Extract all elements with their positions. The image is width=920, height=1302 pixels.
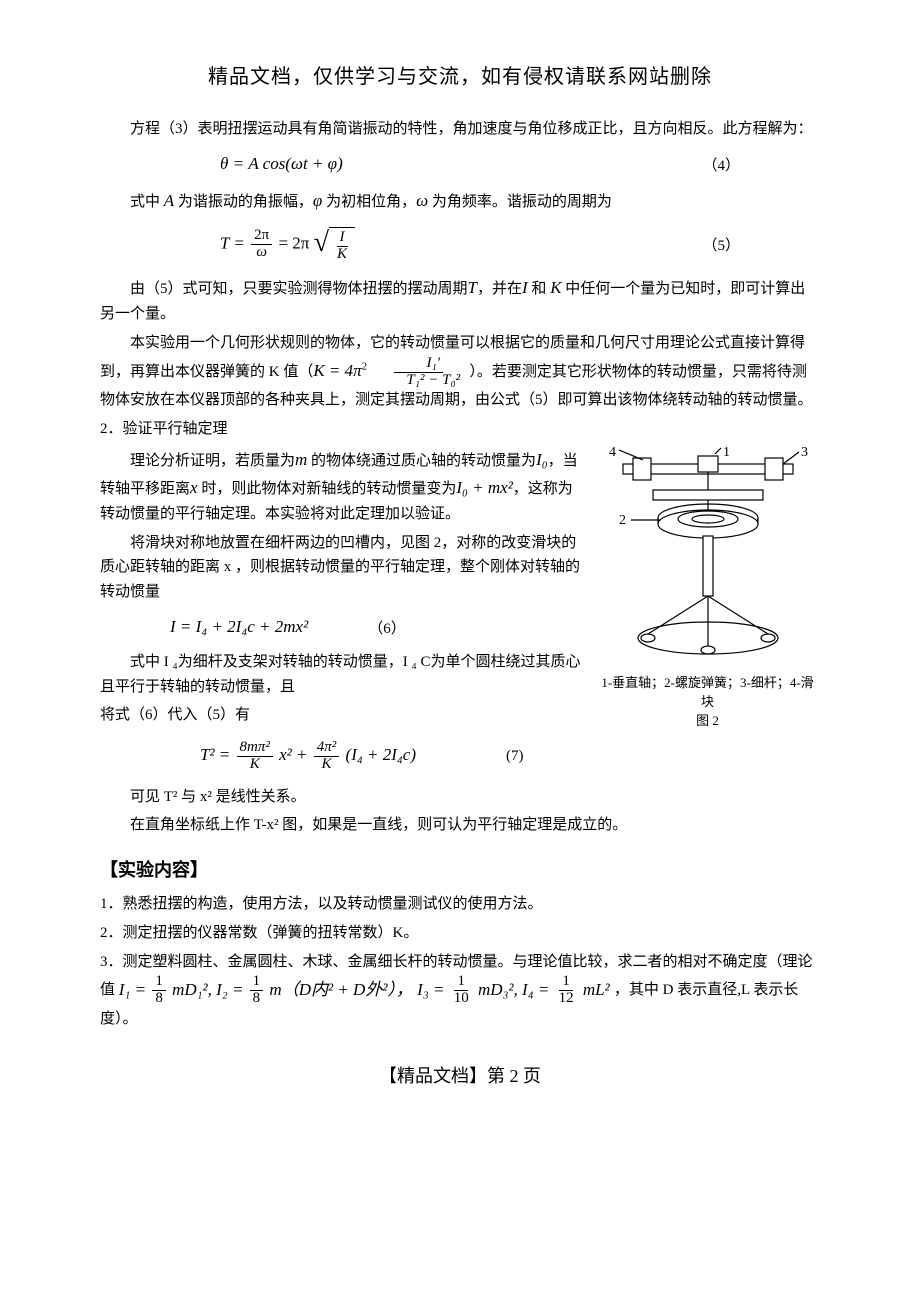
formula-I1: I₁ = 18 mD₁², (119, 980, 216, 999)
i4-den: 12 (556, 991, 577, 1007)
eq7-f2-den: K (319, 757, 335, 773)
symbol-K: K (550, 278, 561, 297)
eqK-den: T₁² − T₀² (373, 373, 463, 389)
paragraph-3: 由（5）式可知，只要实验测得物体扭摆的摆动周期T，并在I 和 K 中任何一个量为… (100, 274, 820, 327)
eq5-number: （5） (702, 234, 740, 255)
section-title: 【实验内容】 (100, 856, 820, 882)
eq7-number: (7) (506, 748, 524, 765)
i3-den: 10 (451, 991, 472, 1007)
paragraph-4: 本实验用一个几何形状规则的物体，它的转动惯量可以根据它的质量和几何尺寸用理论公式… (100, 331, 820, 413)
paragraph-1: 方程（3）表明扭摆运动具有角简谐振动的特性，角加速度与角位移成正比，且方向相反。… (100, 117, 820, 142)
symbol-phi: φ (313, 191, 322, 210)
radical-icon: √ (314, 229, 329, 265)
eq7-frac2: 4π² K (314, 740, 340, 773)
equation-7: T² = 8mπ² K x² + 4π² K (I₄ + 2I₄c) (7) (100, 740, 820, 773)
p2-d: 为角频率。谐振动的周期为 (428, 194, 612, 210)
paragraph-2: 式中 A 为谐振动的角振幅，φ 为初相位角，ω 为角频率。谐振动的周期为 (100, 187, 820, 215)
p5-b: 的物体绕通过质心轴的转动惯量为 (307, 453, 536, 469)
i2-den: 8 (250, 991, 264, 1007)
figure-caption-2: 图 2 (595, 710, 820, 729)
eqK-lhs: K = 4π (313, 361, 361, 380)
symbol-A: A (164, 191, 174, 210)
eq7-frac1: 8mπ² K (237, 740, 273, 773)
fig-label-4: 4 (609, 446, 616, 460)
i1-lhs: I₁ = (119, 980, 146, 999)
apparatus-diagram-icon: 1 3 4 2 (603, 446, 813, 666)
eqK-inline: K = 4π2 I₁′ T₁² − T₀² (313, 361, 469, 380)
paragraph-10: 在直角坐标纸上作 T-x² 图，如果是一直线，则可认为平行轴定理是成立的。 (100, 813, 820, 838)
heading-2: 2．验证平行轴定理 (100, 417, 820, 442)
eqK-num: I₁′ (394, 356, 444, 373)
p2-c: 为初相位角， (322, 194, 416, 210)
fig-label-2: 2 (619, 513, 626, 528)
content-1: 1．熟悉扭摆的构造，使用方法，以及转动惯量测试仪的使用方法。 (100, 892, 820, 917)
i2-num: 1 (250, 974, 264, 991)
eq4-number: （4） (702, 154, 740, 175)
i3-tail: mD₃², (478, 980, 518, 999)
symbol-T: T (468, 278, 477, 297)
i1-tail: mD₁², (172, 980, 212, 999)
p3-a: 由（5）式可知，只要实验测得物体扭摆的摆动周期 (130, 281, 468, 297)
i4-num: 1 (559, 974, 573, 991)
symbol-m: m (295, 450, 307, 469)
p5-d: 时，则此物体对新轴线的转动惯量变为 (198, 481, 457, 497)
paragraph-9: 可见 T² 与 x² 是线性关系。 (100, 785, 820, 810)
eq7-f1-den: K (247, 757, 263, 773)
eq7-lhs: T² = (200, 745, 230, 764)
i3-num: 1 (454, 974, 468, 991)
i3-lhs: I₃ = (417, 980, 444, 999)
i1-den: 8 (152, 991, 166, 1007)
i2-lhs: I₂ = (216, 980, 243, 999)
eq5-f1-den: ω (253, 245, 270, 261)
eq5-frac1: 2π ω (251, 228, 272, 261)
eq5-sqrt-den: K (334, 247, 350, 263)
content-2: 2．测定扭摆的仪器常数（弹簧的扭转常数）K。 (100, 921, 820, 946)
eq5-mid: = 2π (278, 233, 309, 252)
figure-caption-1: 1-垂直轴；2-螺旋弹簧；3-细杆；4-滑块 (595, 672, 820, 710)
eq7-tail: (I₄ + 2I₄c) (346, 745, 416, 764)
p2-b: 为谐振动的角振幅， (174, 194, 313, 210)
formula-I3: I₃ = 110 mD₃², (417, 980, 522, 999)
equation-5: T = 2π ω = 2π √ I K （5） (100, 227, 820, 263)
eq6-number: （6） (368, 617, 406, 638)
i1-num: 1 (152, 974, 166, 991)
p3-c: 和 (528, 281, 551, 297)
eq5-sqrt: √ I K (314, 227, 355, 263)
content-3: 3．测定塑料圆柱、金属圆柱、木球、金属细长杆的转动惯量。与理论值比较，求二者的相… (100, 950, 820, 1032)
symbol-I0mx2: I₀ + mx² (456, 478, 512, 497)
equation-6: I = I₄ + 2I₄c + 2mx² （6） (100, 617, 585, 638)
p2-a: 式中 (130, 194, 164, 210)
eq5-sqrt-frac: I K (334, 230, 350, 263)
i2-tail: m（D内² + D外²）， (269, 980, 413, 999)
page-footer: 【精品文档】第 2 页 (100, 1062, 820, 1088)
symbol-x: x (190, 478, 198, 497)
eq5-lhs: T = (220, 233, 245, 252)
eqK-frac: I₁′ T₁² − T₀² (373, 356, 463, 389)
eq5-sqrt-num: I (337, 230, 348, 247)
eq7-body: T² = 8mπ² K x² + 4π² K (I₄ + 2I₄c) (200, 740, 416, 773)
eq7-f1-num: 8mπ² (237, 740, 273, 757)
eqK-sup: 2 (362, 360, 368, 372)
page-header: 精品文档，仅供学习与交流，如有侵权请联系网站删除 (100, 60, 820, 89)
p5-a: 理论分析证明，若质量为 (130, 453, 295, 469)
formula-I4: I₄ = 112 mL² (522, 980, 614, 999)
fig-label-1: 1 (723, 446, 730, 460)
equation-4: θ = A cos(ωt + φ) （4） (100, 154, 820, 175)
p3-b: ，并在 (477, 281, 522, 297)
eq7-mid1: x² + (279, 745, 307, 764)
i4-tail: mL² (583, 980, 610, 999)
eq5-body: T = 2π ω = 2π √ I K (220, 227, 355, 263)
eq6-body: I = I₄ + 2I₄c + 2mx² (170, 617, 308, 637)
formula-I2: I₂ = 18 m（D内² + D外²）， (216, 980, 417, 999)
eq4-body: θ = A cos(ωt + φ) (220, 154, 343, 174)
symbol-omega: ω (416, 191, 428, 210)
figure-2: 1 3 4 2 1-垂直轴；2-螺旋弹簧；3-细杆；4-滑块 图 2 (595, 446, 820, 729)
eq5-f1-num: 2π (251, 228, 272, 245)
eq7-f2-num: 4π² (314, 740, 340, 757)
i4-lhs: I₄ = (522, 980, 549, 999)
symbol-I0: I₀ (536, 450, 548, 469)
fig-label-3: 3 (801, 446, 808, 460)
